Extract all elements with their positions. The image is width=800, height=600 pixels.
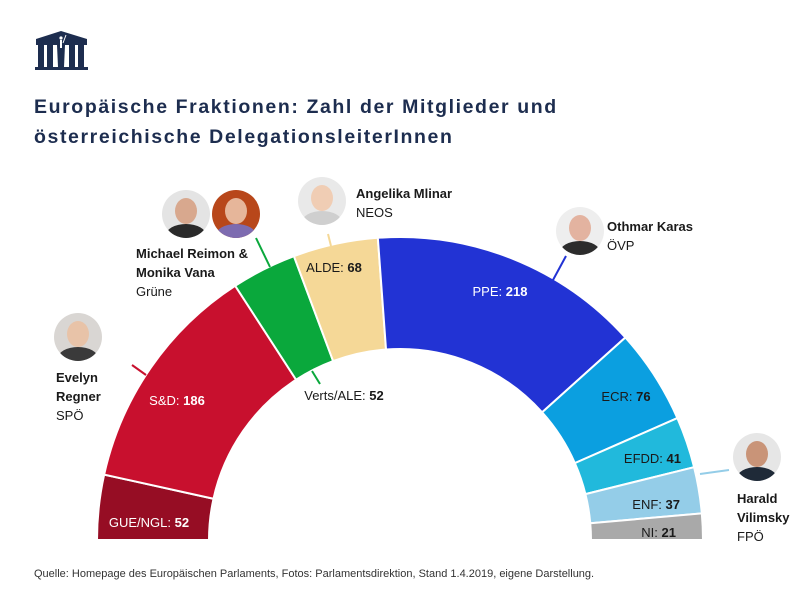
leader-party: NEOS xyxy=(356,205,393,220)
leader-party: SPÖ xyxy=(56,408,84,423)
avatar-angelika-mlinar xyxy=(298,177,346,225)
label-alde: ALDE: 68 xyxy=(306,260,362,275)
leader-reimon-vana: Michael Reimon & Monika Vana Grüne xyxy=(136,244,248,301)
connector-line-verts-ale xyxy=(311,370,321,385)
parliament-building-icon xyxy=(35,31,88,70)
leader-party: FPÖ xyxy=(737,529,764,544)
leader-angelika-mlinar: Angelika Mlinar NEOS xyxy=(356,184,452,222)
avatar-othmar-karas xyxy=(556,207,604,255)
leader-party: ÖVP xyxy=(607,238,635,253)
source-note: Quelle: Homepage des Europäischen Parlam… xyxy=(34,568,595,580)
label-efdd: EFDD: 41 xyxy=(624,451,681,466)
label-verts-ale: Verts/ALE: 52 xyxy=(304,388,384,403)
leader-name-line2: Vilimsky xyxy=(737,510,790,525)
leader-name: Angelika Mlinar xyxy=(356,186,453,201)
label-ecr: ECR: 76 xyxy=(601,389,650,404)
title-line-2: österreichische DelegationsleiterInnen xyxy=(34,126,454,148)
leader-othmar-karas: Othmar Karas ÖVP xyxy=(607,217,693,255)
connector-line-ppe xyxy=(552,255,567,281)
title-line-1: Europäische Fraktionen: Zahl der Mitglie… xyxy=(34,96,558,118)
connector-line-verts-ale xyxy=(255,237,271,268)
leader-evelyn-regner: Evelyn Regner SPÖ xyxy=(56,368,101,425)
connector-line-enf xyxy=(699,469,730,475)
label-enf: ENF: 37 xyxy=(632,497,680,512)
label-gue-ngl: GUE/NGL: 52 xyxy=(109,515,189,530)
leader-harald-vilimsky: Harald Vilimsky FPÖ xyxy=(737,489,790,546)
avatar-harald-vilimsky xyxy=(733,433,781,481)
leader-name-line1: Evelyn xyxy=(56,370,98,385)
leader-party: Grüne xyxy=(136,284,173,299)
leader-name-line1: Michael Reimon & xyxy=(136,246,248,261)
label-ppe: PPE: 218 xyxy=(473,284,528,299)
label-s-d: S&D: 186 xyxy=(149,393,205,408)
connector-line-alde xyxy=(327,233,332,247)
chart-title: Europäische Fraktionen: Zahl der Mitglie… xyxy=(34,92,558,152)
segment-ni xyxy=(589,512,705,541)
leader-name-line2: Monika Vana xyxy=(136,265,215,280)
avatar-evelyn-regner xyxy=(54,313,102,361)
leader-name-line2: Regner xyxy=(56,389,101,404)
label-ni: NI: 21 xyxy=(641,525,676,540)
leader-name-line1: Harald xyxy=(737,491,778,506)
avatar-michael-reimon xyxy=(162,190,210,238)
connector-line-s-d xyxy=(131,364,147,376)
leader-name: Othmar Karas xyxy=(607,219,693,234)
avatar-monika-vana xyxy=(212,190,260,238)
